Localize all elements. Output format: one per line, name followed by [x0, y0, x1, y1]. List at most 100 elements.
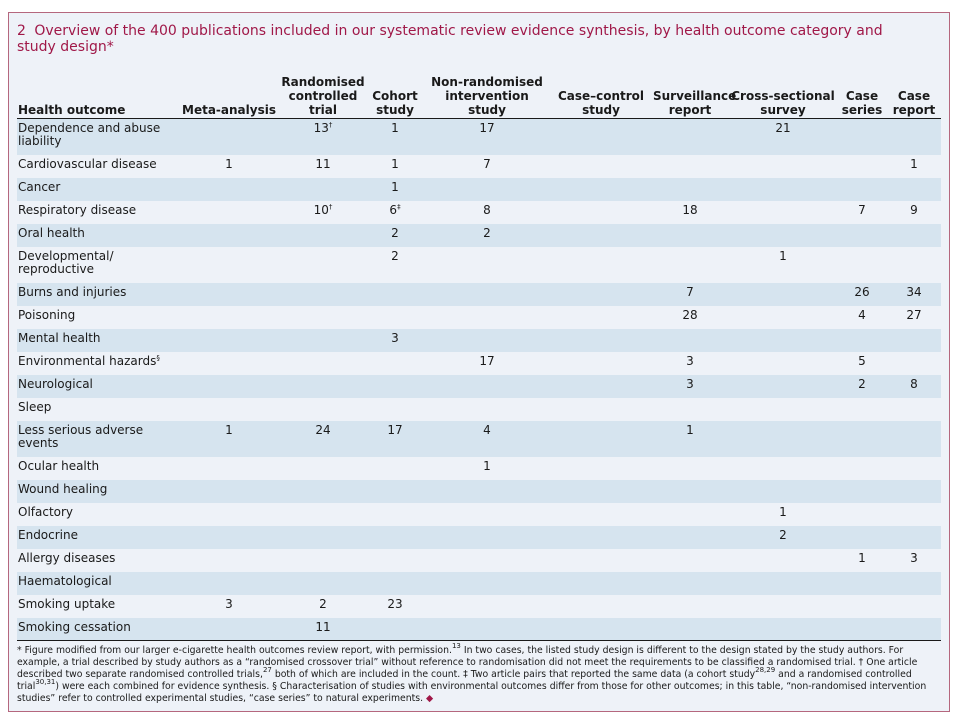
- table-row: Haematological: [17, 572, 941, 595]
- count-cell: [729, 421, 837, 457]
- outcome-cell: Neurological: [17, 375, 179, 398]
- column-header: Health outcome: [18, 103, 126, 117]
- count-value: 13: [313, 121, 329, 135]
- count-cell: 1: [651, 421, 729, 457]
- count-value: 3: [225, 597, 233, 611]
- count-cell: [837, 595, 887, 618]
- count-cell: [837, 457, 887, 480]
- table-row: Mental health 3: [17, 329, 941, 352]
- count-cell: [651, 155, 729, 178]
- outcome-cell: Smoking cessation: [17, 618, 179, 641]
- count-value: 1: [858, 551, 866, 565]
- column-header: Non-randomised intervention study: [431, 75, 543, 117]
- table-row: Burns and injuries 7 26 34: [17, 283, 941, 306]
- count-cell: [279, 306, 367, 329]
- count-value: 1: [483, 459, 491, 473]
- count-cell: [551, 352, 651, 375]
- count-value: 3: [686, 354, 694, 368]
- count-value: 18: [682, 203, 698, 217]
- count-cell: [837, 155, 887, 178]
- count-cell: [423, 178, 551, 201]
- count-value: 24: [315, 423, 331, 437]
- outcome-cell: Smoking uptake: [17, 595, 179, 618]
- count-cell: 3: [179, 595, 279, 618]
- count-cell: [423, 306, 551, 329]
- count-cell: [729, 457, 837, 480]
- outcome-cell: Developmental/ reproductive: [17, 247, 179, 283]
- count-cell: [367, 572, 423, 595]
- header-rule: [17, 118, 941, 119]
- column-header: Case report: [892, 89, 936, 117]
- outcome-label: Sleep: [18, 400, 52, 414]
- count-cell: [551, 421, 651, 457]
- table-row: Smoking uptake 3 2 23: [17, 595, 941, 618]
- count-value: 2: [858, 377, 866, 391]
- count-cell: 10†: [279, 201, 367, 224]
- count-cell: 27: [887, 306, 941, 329]
- count-cell: [279, 375, 367, 398]
- table-row: Endocrine 2: [17, 526, 941, 549]
- table-row: Allergy diseases 1 3: [17, 549, 941, 572]
- count-cell: [887, 618, 941, 641]
- count-value: 1: [391, 157, 399, 171]
- figure-title: 2 Overview of the 400 publications inclu…: [17, 23, 922, 55]
- count-cell: [423, 595, 551, 618]
- count-cell: 1: [367, 155, 423, 178]
- outcome-label: Olfactory: [18, 505, 74, 519]
- count-cell: [423, 329, 551, 352]
- count-value: 17: [479, 354, 495, 368]
- count-value: 8: [483, 203, 491, 217]
- count-cell: [179, 224, 279, 247]
- count-cell: [551, 549, 651, 572]
- outcome-cell: Oral health: [17, 224, 179, 247]
- footnote-ref: 27: [262, 666, 272, 674]
- count-cell: [279, 526, 367, 549]
- count-cell: [651, 119, 729, 155]
- count-cell: 11: [279, 618, 367, 641]
- count-cell: [729, 352, 837, 375]
- column-header: Surveillance report: [653, 89, 737, 117]
- count-cell: [423, 398, 551, 421]
- count-cell: [551, 247, 651, 283]
- count-cell: [651, 526, 729, 549]
- count-cell: [651, 457, 729, 480]
- column-header: Randomised controlled trial: [281, 75, 365, 117]
- outcome-cell: Allergy diseases: [17, 549, 179, 572]
- count-cell: [423, 247, 551, 283]
- count-cell: [837, 178, 887, 201]
- outcome-label: Less serious adverse events: [18, 423, 144, 450]
- count-cell: [279, 549, 367, 572]
- count-cell: 1: [887, 155, 941, 178]
- outcome-label: Neurological: [18, 377, 93, 391]
- count-cell: [729, 572, 837, 595]
- count-cell: [551, 480, 651, 503]
- count-cell: 2: [837, 375, 887, 398]
- count-cell: [551, 329, 651, 352]
- count-cell: [179, 526, 279, 549]
- count-cell: 34: [887, 283, 941, 306]
- count-value: 1: [225, 423, 233, 437]
- count-cell: 18: [651, 201, 729, 224]
- outcome-label: Environmental hazards: [18, 354, 157, 368]
- count-cell: [423, 480, 551, 503]
- count-value: 2: [319, 597, 327, 611]
- outcome-label: Respiratory disease: [18, 203, 137, 217]
- count-cell: [651, 329, 729, 352]
- table-row: Less serious adverse events 1 24 17 4 1: [17, 421, 941, 457]
- footnote-text: * Figure modified from our larger e-ciga…: [17, 645, 452, 656]
- outcome-label: Mental health: [18, 331, 101, 345]
- count-cell: [279, 247, 367, 283]
- count-cell: [179, 618, 279, 641]
- outcome-label: Allergy diseases: [18, 551, 116, 565]
- count-value: 5: [858, 354, 866, 368]
- count-cell: 7: [837, 201, 887, 224]
- count-cell: [367, 503, 423, 526]
- outcome-cell: Respiratory disease: [17, 201, 179, 224]
- count-cell: [179, 247, 279, 283]
- count-cell: [887, 329, 941, 352]
- count-cell: [551, 283, 651, 306]
- count-cell: [729, 595, 837, 618]
- count-value: 23: [387, 597, 403, 611]
- count-cell: [551, 155, 651, 178]
- count-cell: 8: [887, 375, 941, 398]
